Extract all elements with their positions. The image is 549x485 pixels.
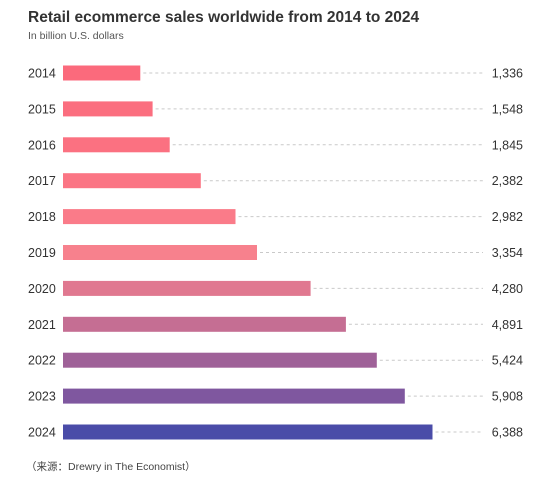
bar bbox=[63, 245, 257, 260]
value-label: 6,388 bbox=[492, 426, 523, 440]
value-label: 1,336 bbox=[492, 67, 523, 81]
chart-title: Retail ecommerce sales worldwide from 20… bbox=[28, 9, 420, 26]
year-label: 2022 bbox=[28, 354, 56, 368]
year-label: 2016 bbox=[28, 138, 56, 152]
year-label: 2015 bbox=[28, 102, 56, 116]
year-label: 2020 bbox=[28, 282, 56, 296]
bar bbox=[63, 352, 377, 368]
year-label: 2017 bbox=[28, 174, 56, 188]
value-label: 2,382 bbox=[492, 174, 523, 188]
value-label: 5,424 bbox=[492, 354, 523, 368]
bar bbox=[63, 101, 153, 117]
year-label: 2018 bbox=[28, 210, 56, 224]
year-label: 2014 bbox=[28, 67, 56, 81]
value-label: 2,982 bbox=[492, 210, 523, 224]
bar bbox=[63, 280, 311, 296]
bar bbox=[63, 173, 201, 189]
value-label: 4,280 bbox=[492, 282, 523, 296]
bar bbox=[63, 209, 236, 225]
year-label: 2021 bbox=[28, 318, 56, 332]
value-label: 4,891 bbox=[492, 318, 523, 332]
year-label: 2023 bbox=[28, 390, 56, 404]
year-label: 2019 bbox=[28, 246, 56, 260]
chart-subtitle: In billion U.S. dollars bbox=[28, 30, 124, 42]
source-note: （来源：Drewry in The Economist） bbox=[26, 461, 196, 473]
value-label: 1,845 bbox=[492, 138, 523, 152]
bar bbox=[63, 316, 346, 332]
bar bbox=[63, 388, 405, 404]
value-label: 1,548 bbox=[492, 102, 523, 116]
bar bbox=[63, 65, 141, 81]
bar bbox=[63, 424, 433, 440]
bar bbox=[63, 137, 170, 153]
year-label: 2024 bbox=[28, 426, 56, 440]
value-label: 3,354 bbox=[492, 246, 523, 260]
value-label: 5,908 bbox=[492, 390, 523, 404]
